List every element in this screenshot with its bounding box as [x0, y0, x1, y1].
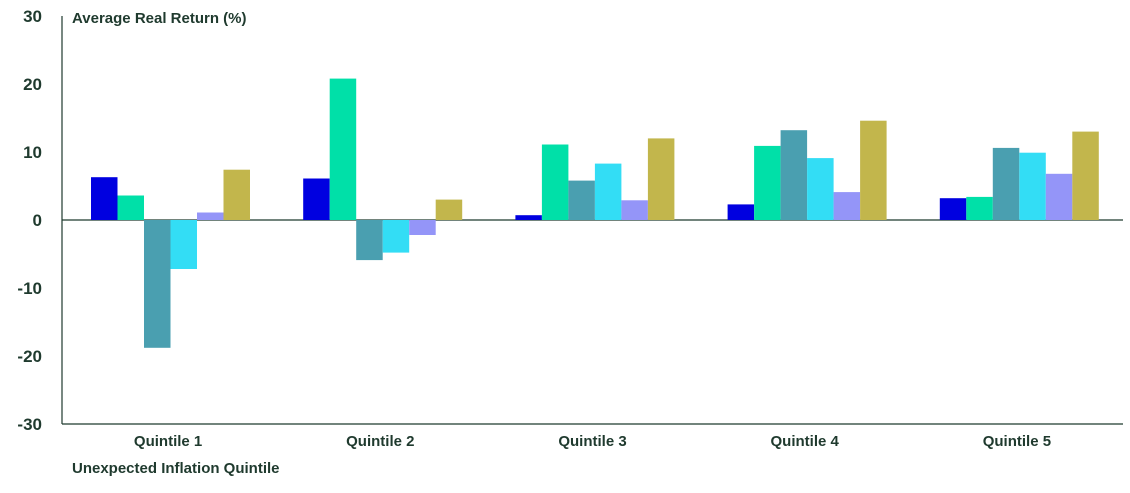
bar-series-2-quintile-2 — [329, 78, 357, 220]
bar-series-5-quintile-2 — [409, 220, 436, 235]
bar-series-4-quintile-1 — [170, 220, 197, 269]
bar-series-6-quintile-4 — [860, 120, 887, 220]
x-tick-label: Quintile 4 — [771, 433, 840, 450]
bar-series-3-quintile-2 — [356, 220, 383, 261]
y-tick-label: 10 — [23, 143, 42, 162]
bar-series-1-quintile-1 — [91, 177, 118, 220]
x-tick-label: Quintile 1 — [134, 433, 202, 450]
y-tick-label: 0 — [33, 211, 42, 230]
bars — [91, 78, 1099, 348]
bar-series-2-quintile-1 — [117, 195, 144, 220]
x-tick-label: Quintile 2 — [346, 433, 414, 450]
x-tick-label: Quintile 3 — [558, 433, 626, 450]
bar-series-5-quintile-1 — [197, 212, 224, 220]
bar-series-1-quintile-2 — [303, 178, 330, 220]
bar-series-2-quintile-4 — [754, 145, 781, 220]
bar-series-3-quintile-5 — [992, 147, 1020, 220]
bar-series-1-quintile-3 — [515, 215, 542, 220]
x-tick-labels: Quintile 1 Quintile 2 Quintile 3 Quintile 4… — [134, 433, 1051, 450]
bar-series-1-quintile-4 — [727, 204, 755, 220]
bar-series-3-quintile-3 — [568, 180, 595, 220]
bar-series-2-quintile-3 — [541, 144, 569, 220]
bar-series-3-quintile-4 — [780, 130, 808, 220]
y-tick-label: 30 — [23, 7, 42, 26]
bar-series-4-quintile-3 — [594, 163, 622, 220]
y-tick-label: 20 — [23, 75, 42, 94]
bar-series-6-quintile-2 — [435, 199, 463, 220]
x-axis-label: Unexpected Inflation Quintile — [72, 460, 280, 477]
y-tick-label: -20 — [17, 347, 42, 366]
bar-series-4-quintile-5 — [1019, 152, 1046, 220]
bar-series-6-quintile-3 — [647, 138, 675, 220]
bar-series-5-quintile-4 — [833, 192, 861, 220]
bar-series-5-quintile-3 — [621, 200, 648, 220]
bar-series-6-quintile-1 — [223, 169, 250, 220]
bar-series-5-quintile-5 — [1045, 173, 1073, 220]
y-tick-labels: 30 20 10 0 -10 -20 -30 — [17, 7, 42, 434]
x-tick-label: Quintile 5 — [983, 433, 1051, 450]
bar-series-3-quintile-1 — [144, 220, 171, 348]
bar-series-6-quintile-5 — [1072, 131, 1099, 220]
y-tick-label: -30 — [17, 415, 42, 434]
bar-series-1-quintile-5 — [939, 198, 967, 220]
bar-series-2-quintile-5 — [966, 196, 993, 220]
chart-title: Average Real Return (%) — [72, 10, 247, 27]
y-tick-label: -10 — [17, 279, 42, 298]
bar-series-4-quintile-2 — [382, 220, 410, 253]
bar-series-4-quintile-4 — [807, 158, 834, 220]
